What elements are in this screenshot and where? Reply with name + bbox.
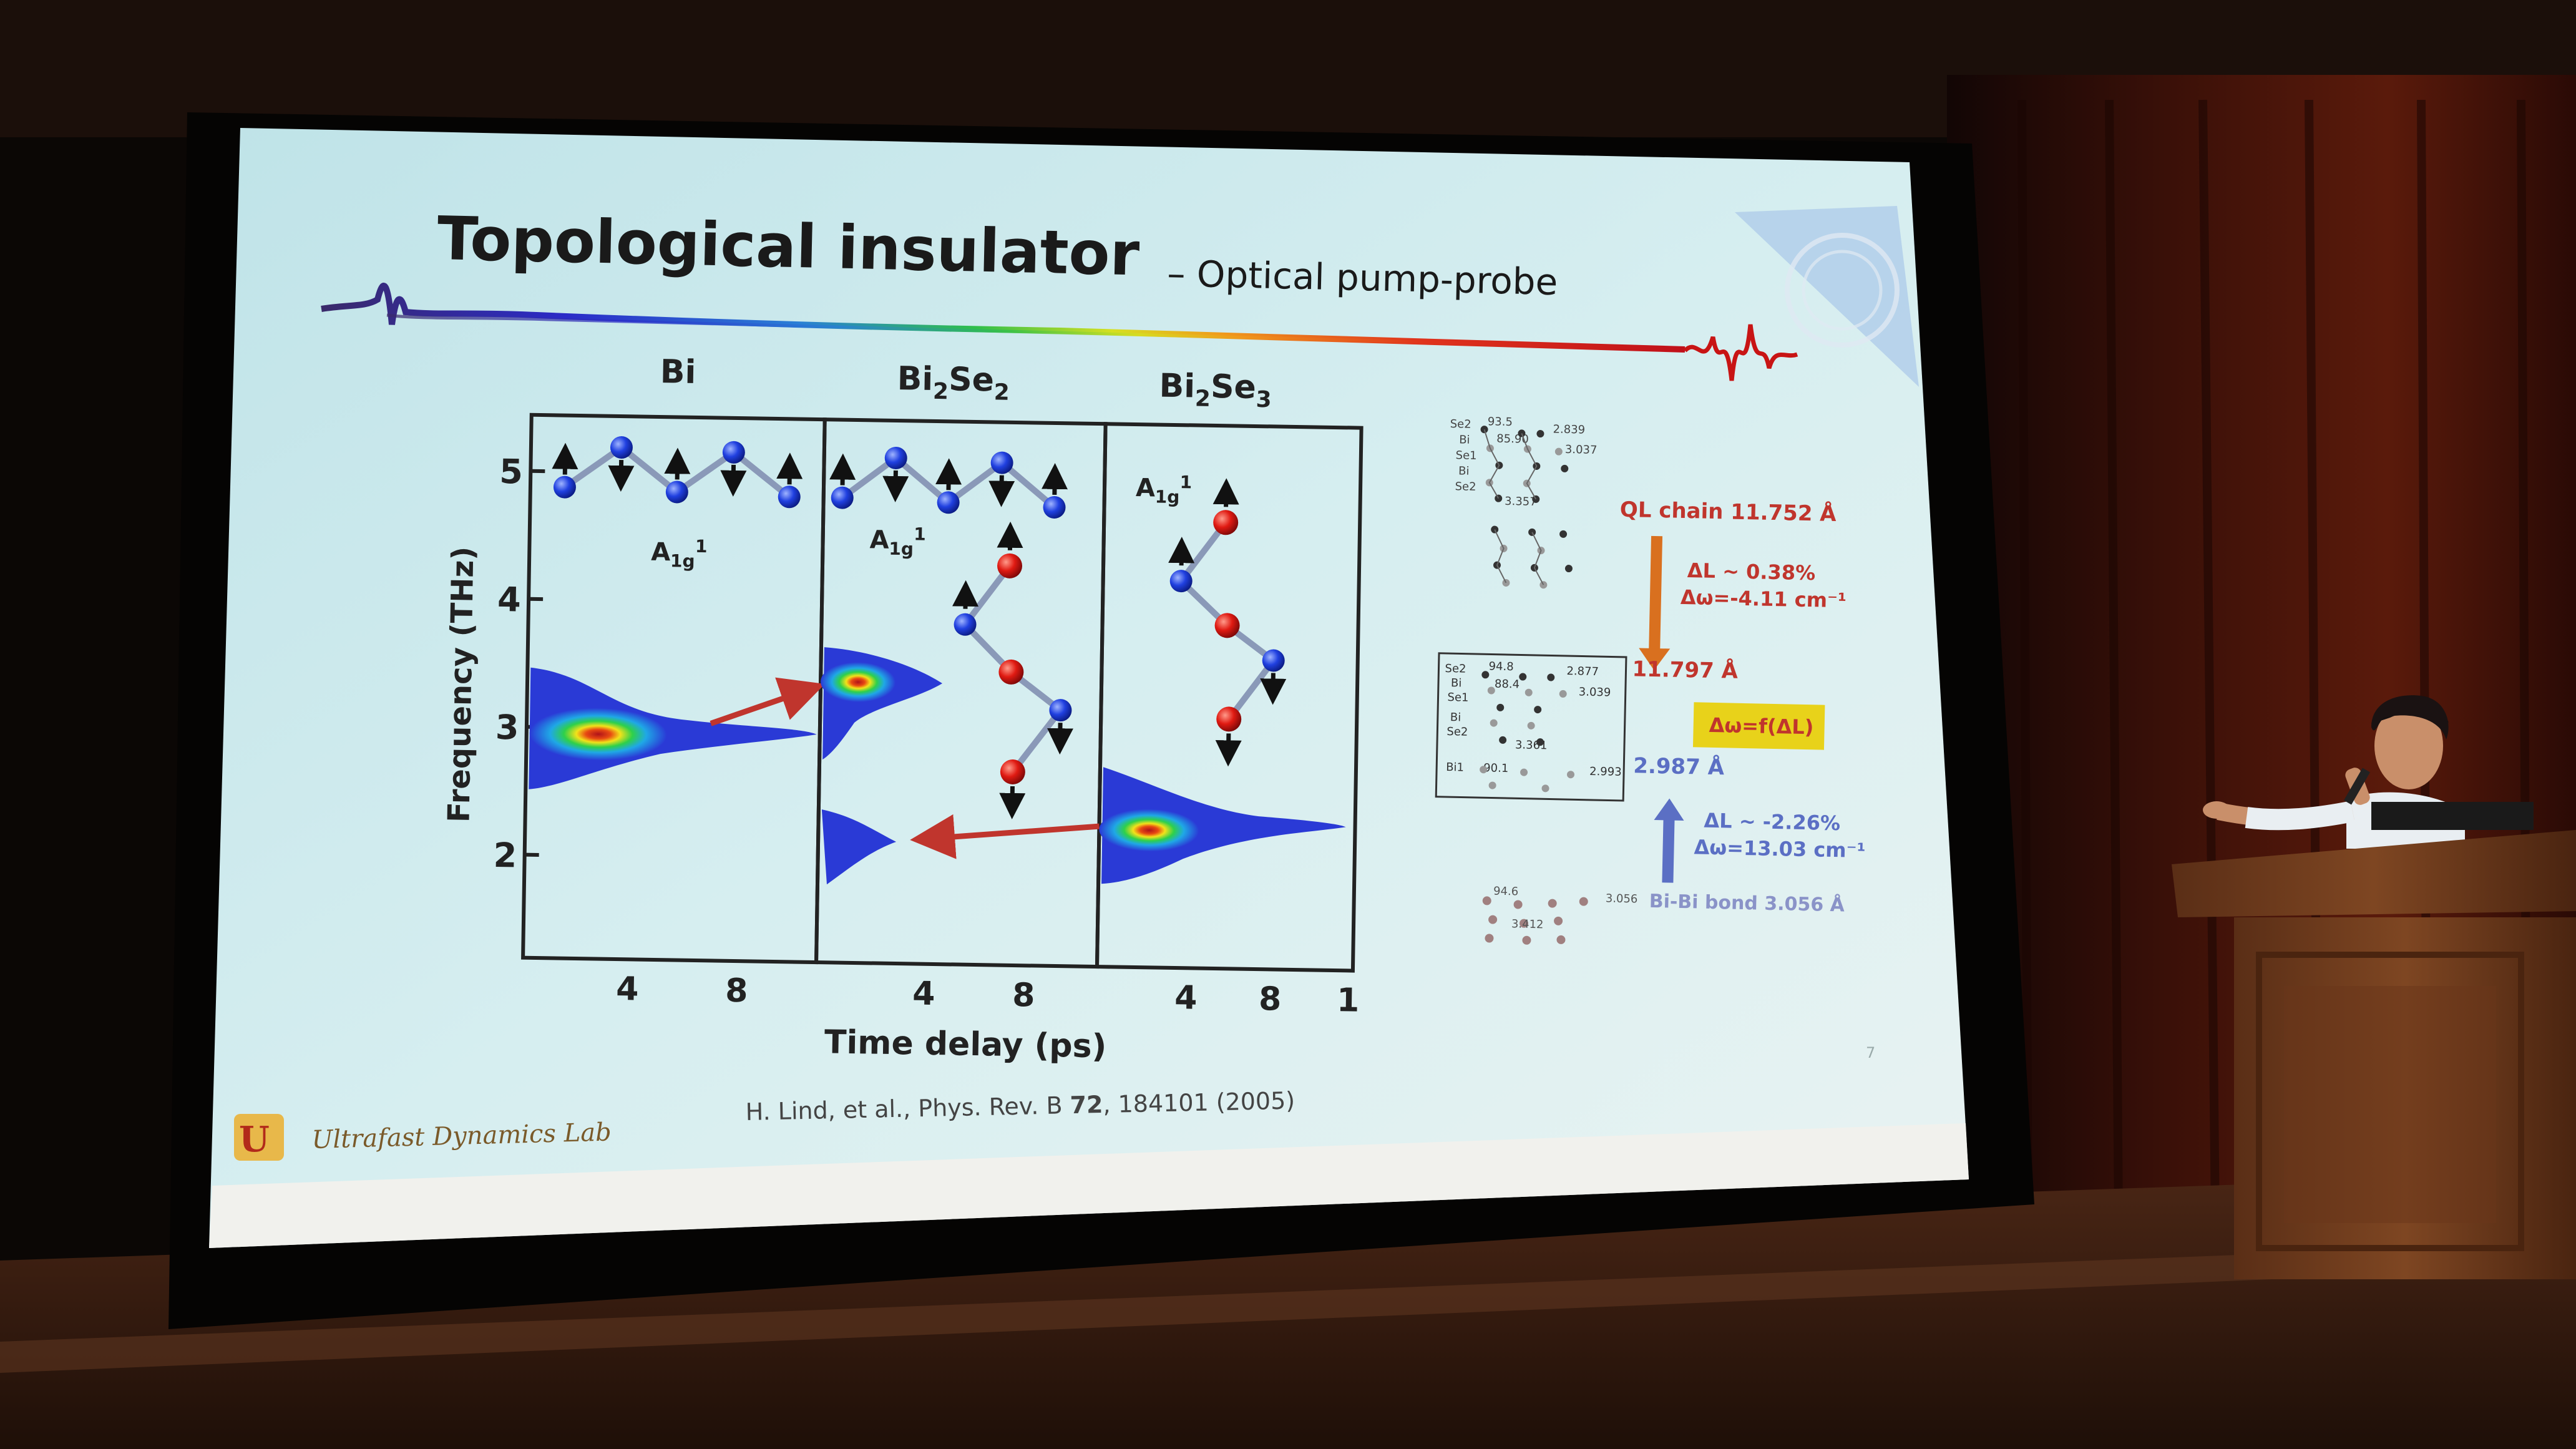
svg-text:3.412: 3.412 xyxy=(1511,917,1544,931)
spectrum-wave-decoration xyxy=(321,283,1798,381)
blue-arrow-up xyxy=(1662,817,1675,883)
delta-w-2: Δω=13.03 cm⁻¹ xyxy=(1694,835,1866,862)
microphone-icon xyxy=(2343,768,2371,805)
bi2se3-spectrogram xyxy=(1101,767,1346,884)
x-tick: 4 xyxy=(616,970,639,1008)
y-tick-3: 3 xyxy=(495,708,519,748)
projection-screen xyxy=(209,128,1969,1248)
mode-label-bi: A1g1 xyxy=(651,535,708,572)
svg-text:Se2: Se2 xyxy=(1445,662,1466,676)
svg-text:Se1: Se1 xyxy=(1447,691,1468,705)
delta-l-1: ΔL ~ 0.38% xyxy=(1687,559,1815,585)
x-tick: 4 xyxy=(1174,979,1198,1017)
bi2se2-atom-chain xyxy=(829,446,1073,819)
svg-text:Bi: Bi xyxy=(1458,464,1470,477)
svg-text:88.4: 88.4 xyxy=(1495,678,1520,691)
y-tick-4: 4 xyxy=(497,580,522,620)
svg-text:Bi1: Bi1 xyxy=(1446,761,1464,774)
bi2se2-spectrogram-lower xyxy=(821,809,897,885)
formula-text: Δω=f(ΔL) xyxy=(1709,713,1813,739)
svg-text:Bi: Bi xyxy=(1459,433,1470,446)
x-tick: 8 xyxy=(725,972,748,1010)
svg-text:2.993: 2.993 xyxy=(1589,765,1622,779)
page-number: 7 xyxy=(1866,1044,1875,1061)
orange-arrow-down xyxy=(1649,535,1663,652)
svg-text:Bi: Bi xyxy=(1450,711,1461,724)
svg-text:94.6: 94.6 xyxy=(1493,885,1519,899)
x-tick: 1 xyxy=(1337,982,1360,1020)
svg-text:2.839: 2.839 xyxy=(1553,422,1585,436)
x-tick: 4 xyxy=(912,975,935,1013)
svg-text:90.1: 90.1 xyxy=(1483,761,1509,775)
panel-title-bi2se2: Bi2Se2 xyxy=(897,360,1010,406)
svg-text:Bi: Bi xyxy=(1451,676,1462,690)
svg-text:94.8: 94.8 xyxy=(1488,660,1514,673)
slide-title: Topological insulator xyxy=(436,203,1140,290)
bi2se3-atom-chain xyxy=(1168,478,1287,767)
y-tick-2: 2 xyxy=(493,836,517,876)
y-tick-5: 5 xyxy=(499,452,524,492)
mid-length-label: 11.797 Å xyxy=(1632,656,1739,684)
panel-title-bi: Bi xyxy=(660,353,696,391)
svg-text:3.039: 3.039 xyxy=(1579,685,1611,699)
top-lattice: Se2 Bi Se1 Bi Se2 93.5 85.90 2.839 3.037… xyxy=(1450,415,1598,589)
citation: H. Lind, et al., Phys. Rev. B 72, 184101… xyxy=(745,1087,1295,1126)
delta-l-2: ΔL ~ -2.26% xyxy=(1704,809,1840,836)
delta-w-1: Δω=-4.11 cm⁻¹ xyxy=(1681,585,1847,613)
formula-highlight xyxy=(1692,702,1825,750)
bi-atom-chain xyxy=(552,436,803,509)
mode-label-bi2se2: A1g1 xyxy=(869,523,926,559)
bibi-bond-label: Bi-Bi bond 3.056 Å xyxy=(1649,889,1845,917)
x-axis-label: Time delay (ps) xyxy=(824,1023,1107,1065)
svg-text:Se1: Se1 xyxy=(1455,449,1476,462)
svg-text:Se2: Se2 xyxy=(1447,725,1468,739)
pump-probe-figure: Bi Bi2Se2 Bi2Se3 Frequency (THz) 5 4 3 2… xyxy=(441,353,1364,1065)
svg-text:U: U xyxy=(239,1119,270,1160)
svg-text:Se2: Se2 xyxy=(1455,480,1476,494)
bond-length-label: 2.987 Å xyxy=(1633,753,1725,780)
x-tick: 8 xyxy=(1259,980,1282,1018)
lab-logo-icon: U xyxy=(234,1114,284,1161)
university-seal-icon xyxy=(1785,233,1900,348)
svg-text:2.877: 2.877 xyxy=(1566,665,1599,678)
svg-text:Se2: Se2 xyxy=(1450,417,1471,431)
mode-label-bi2se3: A1g1 xyxy=(1136,471,1193,507)
structure-diagram: Se2 Bi Se1 Bi Se2 93.5 85.90 2.839 3.037… xyxy=(1435,415,1866,945)
svg-text:3.056: 3.056 xyxy=(1606,892,1638,905)
ql-chain-label: QL chain 11.752 Å xyxy=(1619,497,1837,527)
podium xyxy=(2172,830,2576,917)
laptop xyxy=(2371,802,2534,830)
svg-text:93.5: 93.5 xyxy=(1488,415,1513,429)
panel-bi2se3-frame xyxy=(1095,422,1364,973)
svg-text:3.357: 3.357 xyxy=(1505,495,1537,509)
middle-lattice-box xyxy=(1435,652,1627,802)
red-arrow-2 xyxy=(910,814,1100,859)
y-axis-label: Frequency (THz) xyxy=(441,546,481,822)
svg-text:3.037: 3.037 xyxy=(1565,443,1598,457)
slide-subtitle: – Optical pump-probe xyxy=(1167,252,1558,303)
x-tick: 8 xyxy=(1012,977,1035,1015)
red-arrow-1 xyxy=(710,677,825,726)
panel-title-bi2se3: Bi2Se3 xyxy=(1159,368,1272,413)
